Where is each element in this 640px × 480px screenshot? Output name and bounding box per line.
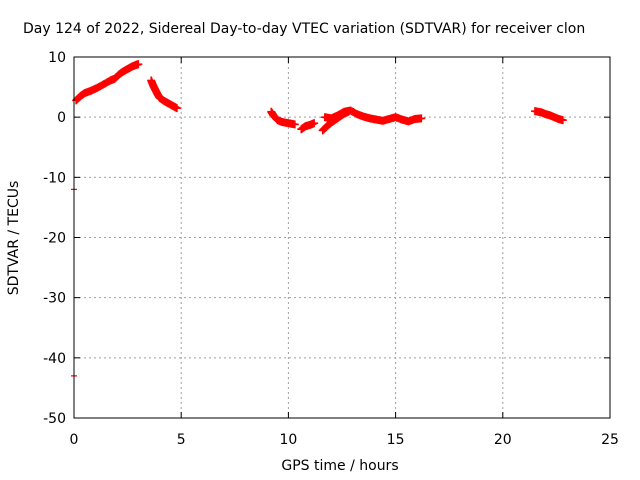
y-tick-label: 10 bbox=[48, 50, 66, 66]
x-tick-label: 20 bbox=[494, 432, 512, 448]
data-point bbox=[290, 120, 299, 129]
data-point bbox=[310, 119, 319, 128]
y-tick-label: -20 bbox=[43, 231, 66, 247]
series-segment-2 bbox=[147, 76, 181, 113]
series-segment-7 bbox=[530, 107, 567, 125]
chart-title: Day 124 of 2022, Sidereal Day-to-day VTE… bbox=[23, 21, 585, 37]
y-axis-label: SDTVAR / TECUs bbox=[6, 181, 22, 296]
x-tick-label: 25 bbox=[601, 432, 619, 448]
data-points bbox=[71, 60, 567, 377]
axis-ticks bbox=[73, 56, 611, 419]
series-segment-6 bbox=[320, 106, 426, 126]
data-point bbox=[134, 60, 143, 69]
y-tick-label: -50 bbox=[43, 411, 66, 427]
data-point bbox=[172, 104, 181, 113]
y-tick-label: -40 bbox=[43, 351, 66, 367]
x-tick-label: 15 bbox=[387, 432, 405, 448]
x-tick-label: 10 bbox=[279, 432, 297, 448]
y-tick-labels: -50 -40 -30 -20 -10 0 10 bbox=[43, 50, 66, 427]
x-tick-label: 5 bbox=[177, 432, 186, 448]
y-tick-label: -10 bbox=[43, 170, 66, 186]
data-point bbox=[417, 114, 426, 123]
x-tick-label: 0 bbox=[70, 432, 79, 448]
y-tick-label: 0 bbox=[57, 110, 66, 126]
series-segment-1 bbox=[72, 60, 143, 105]
y-tick-label: -30 bbox=[43, 291, 66, 307]
x-axis-label: GPS time / hours bbox=[281, 458, 398, 474]
x-tick-labels: 0 5 10 15 20 25 bbox=[70, 432, 619, 448]
series-segment-4 bbox=[297, 119, 319, 134]
data-point bbox=[558, 116, 567, 125]
series-segment-3 bbox=[267, 107, 299, 129]
